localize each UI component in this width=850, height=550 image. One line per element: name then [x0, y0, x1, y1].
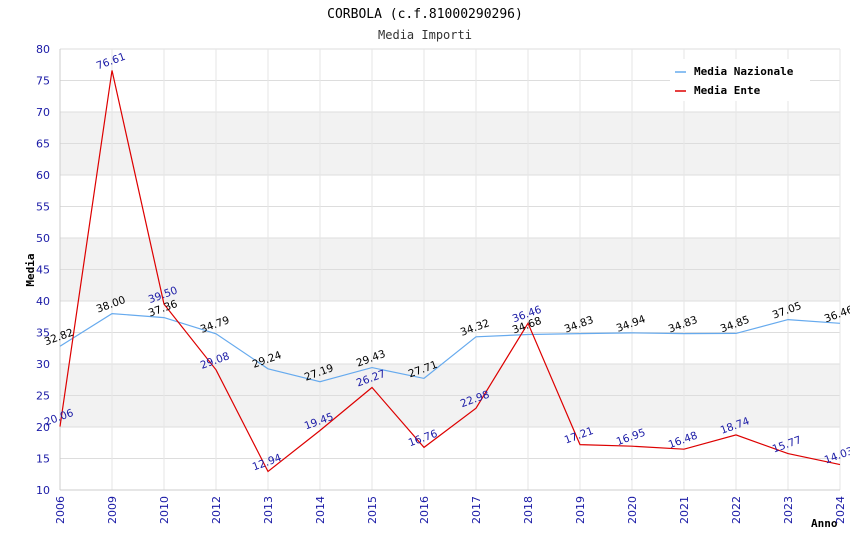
y-tick-labels: 10 15 20 25 30 35 40 45 50 55 60 65 70 75 80 — [36, 43, 50, 497]
data-label: 37.05 — [771, 300, 803, 322]
x-tick-label: 2022 — [730, 496, 743, 524]
x-tick-label: 2013 — [262, 496, 275, 524]
data-label: 16.48 — [667, 430, 699, 452]
x-tick-label: 2015 — [366, 496, 379, 524]
x-tick-label: 2021 — [678, 496, 691, 524]
y-axis-label: Media — [24, 253, 37, 286]
y-tick-label: 20 — [36, 421, 50, 434]
data-label: 34.94 — [615, 313, 648, 335]
y-tick-label: 35 — [36, 327, 50, 340]
data-label: 16.95 — [615, 427, 647, 449]
series-lines — [59, 70, 841, 473]
x-tick-label: 2012 — [210, 496, 223, 524]
y-tick-label: 60 — [36, 169, 50, 182]
y-tick-label: 45 — [36, 264, 50, 277]
legend-label-media-ente: Media Ente — [694, 84, 761, 97]
y-tick-label: 80 — [36, 43, 50, 56]
x-tick-label: 2018 — [522, 496, 535, 524]
x-tick-label: 2023 — [782, 496, 795, 524]
x-tick-labels: 2006 2009 2010 2012 2013 2014 2015 2016 2017 2018… — [54, 496, 847, 524]
y-tick-label: 40 — [36, 295, 50, 308]
y-tick-label: 25 — [36, 390, 50, 403]
x-tick-label: 2010 — [158, 496, 171, 524]
x-tick-label: 2016 — [418, 496, 431, 524]
data-label: 76.61 — [95, 51, 127, 73]
x-tick-label: 2019 — [574, 496, 587, 524]
y-tick-label: 15 — [36, 453, 50, 466]
y-tick-label: 50 — [36, 232, 50, 245]
x-tick-label: 2009 — [106, 496, 119, 524]
y-tick-label: 55 — [36, 201, 50, 214]
chart-subtitle: Media Importi — [378, 28, 472, 42]
x-tick-label: 2014 — [314, 496, 327, 524]
y-tick-label: 10 — [36, 484, 50, 497]
x-tick-label: 2006 — [54, 496, 67, 524]
x-tick-label: 2017 — [470, 496, 483, 524]
series-line-media-ente — [59, 70, 841, 473]
legend-box — [670, 59, 810, 101]
y-tick-label: 65 — [36, 138, 50, 151]
legend-label-media-nazionale: Media Nazionale — [694, 65, 794, 78]
data-label: 15.77 — [771, 434, 803, 456]
x-tick-label: 2024 — [834, 496, 847, 524]
series-line-media-nazionale — [59, 312, 841, 383]
x-axis-label: Anno — [811, 517, 838, 530]
chart-title: CORBOLA (c.f.81000290296) — [327, 7, 523, 22]
y-tick-label: 70 — [36, 106, 50, 119]
y-tick-label: 30 — [36, 358, 50, 371]
x-tick-label: 2020 — [626, 496, 639, 524]
legend: Media Nazionale Media Ente — [670, 59, 810, 101]
y-tick-label: 75 — [36, 75, 50, 88]
data-label: 34.32 — [459, 317, 491, 339]
data-label: 36.46 — [823, 304, 850, 326]
